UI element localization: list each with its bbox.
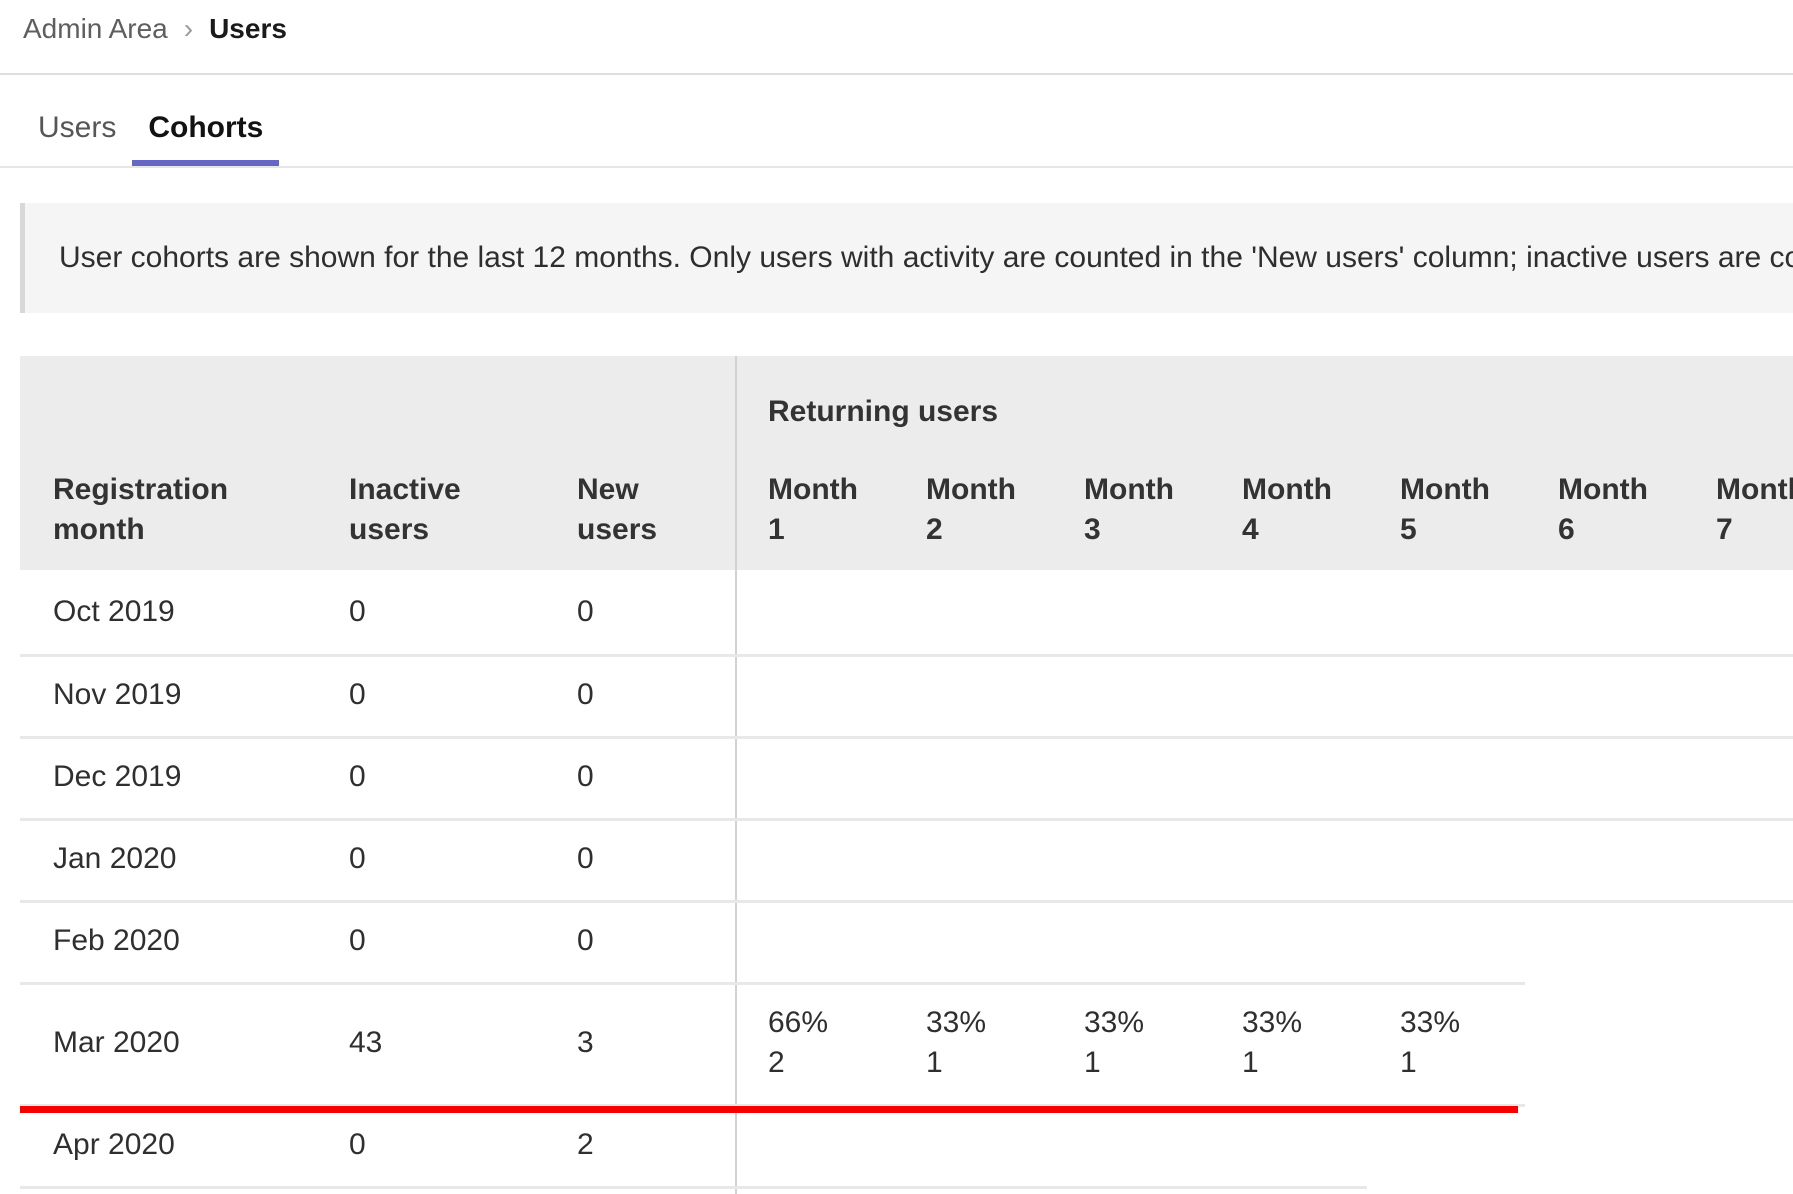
column-header-month-3: Month 3 [1084, 473, 1174, 546]
column-header-month-7: Month7 [1716, 473, 1793, 546]
column-header-month-1: Month 1 [768, 473, 858, 546]
column-header-month-6: Month 6 [1558, 473, 1648, 546]
row-separator [20, 1104, 1525, 1107]
cell-registration-month: Oct 2019 [53, 595, 175, 628]
row-separator [20, 982, 1525, 985]
table-row: Mar 2020 43 3 66% 2 33% 1 33% 1 33% 1 33% 1 [20, 982, 1793, 1104]
table-row: Feb 2020 0 0 [20, 900, 1793, 982]
table-body: Oct 2019 0 0 Nov 2019 0 0 Dec 2019 0 0 Jan 2020 0 0… [20, 570, 1793, 1186]
cell-returning-month-2: 33% 1 [893, 1003, 1051, 1083]
cell-inactive-users: 0 [349, 842, 366, 875]
cell-registration-month: Nov 2019 [53, 678, 182, 711]
info-banner-text: User cohorts are shown for the last 12 m… [59, 241, 1793, 274]
returning-users-divider [735, 356, 737, 1194]
cell-registration-month: Feb 2020 [53, 924, 180, 957]
returning-count: 1 [1084, 1046, 1101, 1079]
cell-registration-month: Apr 2020 [53, 1128, 175, 1161]
cell-new-users: 0 [577, 924, 594, 957]
cell-new-users: 0 [577, 595, 594, 628]
column-header-month-2: Month 2 [926, 473, 1016, 546]
cell-inactive-users: 0 [349, 760, 366, 793]
cell-returning-month-5: 33% 1 [1367, 1003, 1525, 1083]
cell-inactive-users: 0 [349, 595, 366, 628]
cell-inactive-users: 0 [349, 924, 366, 957]
cell-returning-month-4: 33% 1 [1209, 1003, 1367, 1083]
column-headers-row: Registration month Inactive users New users Mo… [20, 450, 1793, 570]
tab-bar: Users Cohorts [0, 96, 1793, 168]
cell-new-users: 0 [577, 842, 594, 875]
column-header-registration-month: Registration month [53, 473, 229, 546]
cell-inactive-users: 0 [349, 678, 366, 711]
cell-new-users: 0 [577, 760, 594, 793]
table-row: Nov 2019 0 0 [20, 654, 1793, 736]
returning-percentage: 66% [768, 1006, 829, 1039]
returning-percentage: 33% [926, 1006, 987, 1039]
column-header-new-users: New users [577, 473, 658, 546]
returning-count: 1 [1400, 1046, 1417, 1079]
returning-percentage: 33% [1242, 1006, 1303, 1039]
returning-users-group-header: Returning users [768, 395, 999, 428]
table-header: Returning users Registration month Inactiv… [20, 356, 1793, 570]
row-separator [20, 900, 1793, 903]
breadcrumb-admin-area[interactable]: Admin Area [23, 13, 168, 44]
tab-cohorts[interactable]: Cohorts [132, 96, 280, 166]
returning-count: 2 [768, 1046, 785, 1079]
cell-new-users: 3 [577, 1026, 594, 1059]
breadcrumb-users[interactable]: Users [209, 13, 287, 44]
cell-returning-month-3: 33% 1 [1051, 1003, 1209, 1083]
cell-new-users: 0 [577, 678, 594, 711]
column-header-month-4: Month 4 [1242, 473, 1332, 546]
returning-percentage: 33% [1084, 1006, 1145, 1039]
row-separator [20, 736, 1793, 739]
cohorts-table: Returning users Registration month Inactiv… [20, 356, 1793, 1194]
cell-inactive-users: 0 [349, 1128, 366, 1161]
cell-registration-month: Dec 2019 [53, 760, 182, 793]
row-separator [20, 818, 1793, 821]
breadcrumb: Admin Area › Users [23, 8, 287, 50]
table-row: Apr 2020 0 2 [20, 1104, 1793, 1186]
cell-inactive-users: 43 [349, 1026, 383, 1059]
cell-new-users: 2 [577, 1128, 594, 1161]
table-row: Jan 2020 0 0 [20, 818, 1793, 900]
info-banner: User cohorts are shown for the last 12 m… [20, 203, 1793, 313]
cell-registration-month: Mar 2020 [53, 1026, 180, 1059]
table-row: Oct 2019 0 0 [20, 570, 1793, 654]
tab-users[interactable]: Users [38, 111, 117, 144]
row-separator [20, 654, 1793, 657]
returning-percentage: 33% [1400, 1006, 1461, 1039]
chevron-right-icon: › [183, 13, 194, 44]
row-separator [20, 1186, 1367, 1189]
column-header-inactive-users: Inactive users [349, 473, 461, 546]
returning-count: 1 [926, 1046, 943, 1079]
column-header-month-5: Month 5 [1400, 473, 1490, 546]
returning-count: 1 [1242, 1046, 1259, 1079]
red-annotation-line [20, 1106, 1518, 1113]
cell-registration-month: Jan 2020 [53, 842, 177, 875]
table-row: Dec 2019 0 0 [20, 736, 1793, 818]
cell-returning-month-1: 66% 2 [735, 1003, 893, 1083]
header-divider [0, 73, 1793, 75]
